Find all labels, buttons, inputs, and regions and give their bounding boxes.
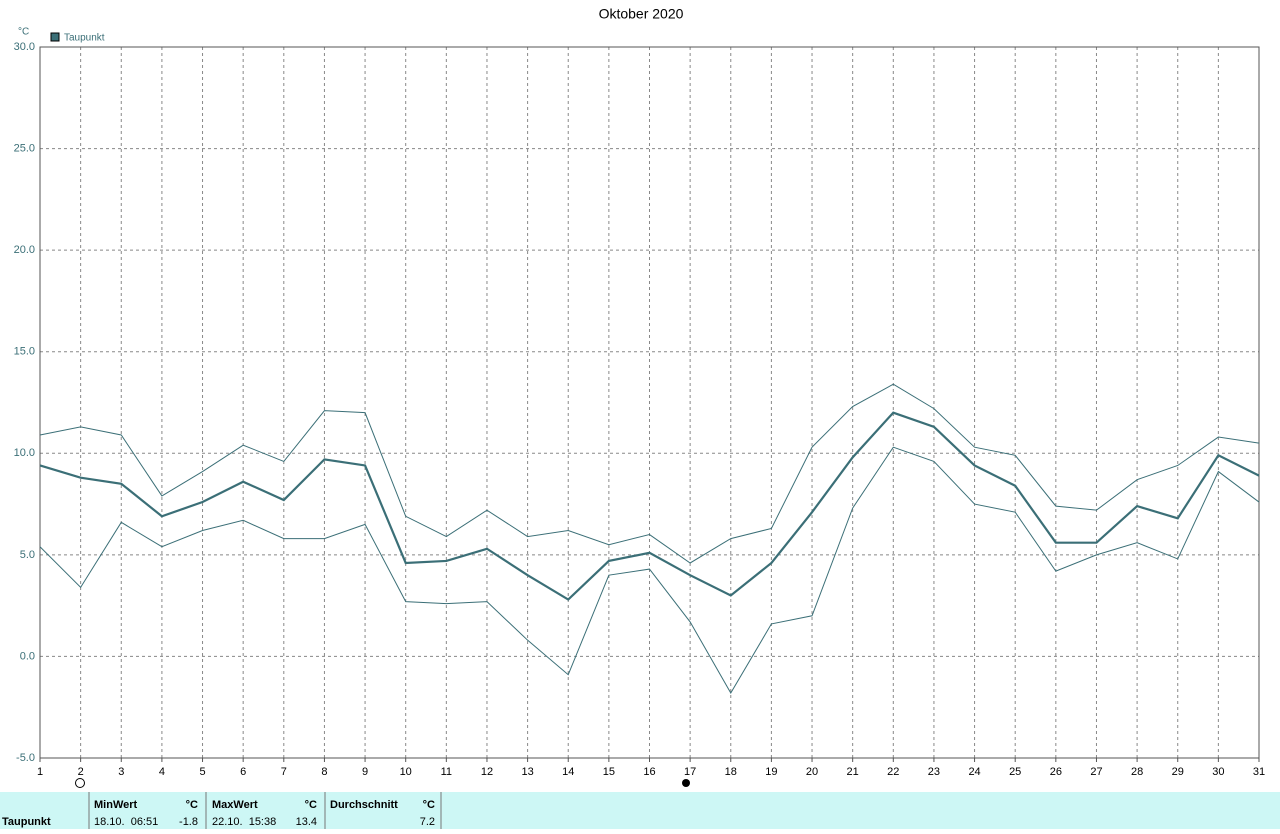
x-tick-label: 10 [400, 766, 412, 778]
moon-full [682, 779, 690, 787]
y-tick-label: 30.0 [14, 41, 35, 53]
x-tick-label: 21 [847, 766, 859, 778]
x-tick-label: 4 [159, 766, 165, 778]
stats-header: MinWert [94, 799, 138, 811]
x-tick-label: 20 [806, 766, 818, 778]
x-tick-label: 31 [1253, 766, 1265, 778]
x-tick-label: 1 [37, 766, 43, 778]
stats-when: 22.10. 15:38 [212, 816, 276, 828]
x-tick-label: 8 [321, 766, 327, 778]
stats-value: -1.8 [179, 816, 198, 828]
x-tick-label: 19 [765, 766, 777, 778]
stats-when: 18.10. 06:51 [94, 816, 158, 828]
x-tick-label: 25 [1009, 766, 1021, 778]
y-tick-label: 10.0 [14, 447, 35, 459]
stats-unit: °C [305, 799, 317, 811]
stats-band [0, 792, 1280, 829]
stats-unit: °C [423, 799, 435, 811]
moon-new [75, 778, 85, 788]
stats-header: MaxWert [212, 799, 258, 811]
chart-title: Oktober 2020 [599, 6, 684, 22]
x-tick-label: 3 [118, 766, 124, 778]
x-tick-label: 29 [1172, 766, 1184, 778]
line [39, 411, 1260, 601]
stats-row-label: Taupunkt [2, 816, 51, 828]
y-tick-label: 20.0 [14, 244, 35, 256]
x-tick-label: 17 [684, 766, 696, 778]
x-tick-label: 18 [725, 766, 737, 778]
x-tick-label: 27 [1090, 766, 1102, 778]
x-tick-label: 23 [928, 766, 940, 778]
x-tick-label: 22 [887, 766, 899, 778]
x-tick-label: 15 [603, 766, 615, 778]
x-tick-label: 13 [521, 766, 533, 778]
x-tick-label: 5 [199, 766, 205, 778]
stats-header: Durchschnitt [330, 799, 398, 811]
x-tick-label: 9 [362, 766, 368, 778]
x-tick-label: 12 [481, 766, 493, 778]
x-tick-label: 2 [78, 766, 84, 778]
stats-value: 7.2 [420, 816, 435, 828]
x-tick-label: 11 [441, 766, 452, 778]
legend-label: Taupunkt [64, 33, 105, 44]
x-tick-label: 26 [1050, 766, 1062, 778]
y-tick-label: 25.0 [14, 142, 35, 154]
x-tick-label: 24 [968, 766, 980, 778]
stats-value: 13.4 [296, 816, 317, 828]
x-tick-label: 28 [1131, 766, 1143, 778]
x-tick-label: 7 [281, 766, 287, 778]
y-tick-label: 15.0 [14, 346, 35, 358]
x-tick-label: 6 [240, 766, 246, 778]
y-unit: °C [18, 27, 29, 38]
y-tick-label: -5.0 [16, 752, 35, 764]
line [39, 446, 1260, 694]
stats-dividers [88, 792, 442, 829]
legend-swatch [50, 32, 60, 42]
x-tick-label: 30 [1212, 766, 1224, 778]
y-tick-label: 5.0 [20, 549, 35, 561]
stats-unit: °C [186, 799, 198, 811]
x-tick-label: 16 [643, 766, 655, 778]
line [39, 383, 1260, 564]
y-tick-label: 0.0 [20, 650, 35, 662]
x-tick-label: 14 [562, 766, 574, 778]
